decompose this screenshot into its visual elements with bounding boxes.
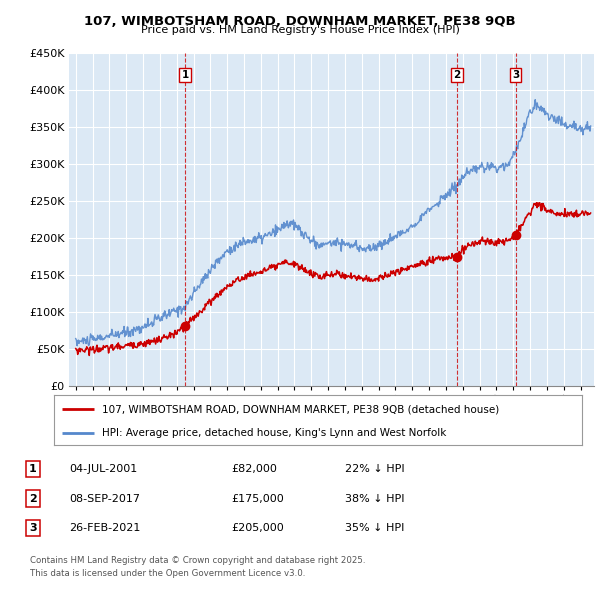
- Text: 3: 3: [29, 523, 37, 533]
- Text: 35% ↓ HPI: 35% ↓ HPI: [345, 523, 404, 533]
- Text: 2: 2: [454, 70, 461, 80]
- Text: 107, WIMBOTSHAM ROAD, DOWNHAM MARKET, PE38 9QB (detached house): 107, WIMBOTSHAM ROAD, DOWNHAM MARKET, PE…: [101, 404, 499, 414]
- Text: HPI: Average price, detached house, King's Lynn and West Norfolk: HPI: Average price, detached house, King…: [101, 428, 446, 438]
- Text: £175,000: £175,000: [231, 494, 284, 503]
- Text: Contains HM Land Registry data © Crown copyright and database right 2025.: Contains HM Land Registry data © Crown c…: [30, 556, 365, 565]
- Text: £205,000: £205,000: [231, 523, 284, 533]
- Text: 1: 1: [29, 464, 37, 474]
- Text: Price paid vs. HM Land Registry's House Price Index (HPI): Price paid vs. HM Land Registry's House …: [140, 25, 460, 35]
- Text: 22% ↓ HPI: 22% ↓ HPI: [345, 464, 404, 474]
- Text: 26-FEB-2021: 26-FEB-2021: [69, 523, 140, 533]
- Text: £82,000: £82,000: [231, 464, 277, 474]
- Text: 04-JUL-2001: 04-JUL-2001: [69, 464, 137, 474]
- Text: 107, WIMBOTSHAM ROAD, DOWNHAM MARKET, PE38 9QB: 107, WIMBOTSHAM ROAD, DOWNHAM MARKET, PE…: [84, 15, 516, 28]
- Text: 08-SEP-2017: 08-SEP-2017: [69, 494, 140, 503]
- Text: 3: 3: [512, 70, 520, 80]
- Text: 2: 2: [29, 494, 37, 503]
- Text: 1: 1: [181, 70, 189, 80]
- Text: 38% ↓ HPI: 38% ↓ HPI: [345, 494, 404, 503]
- Text: This data is licensed under the Open Government Licence v3.0.: This data is licensed under the Open Gov…: [30, 569, 305, 578]
